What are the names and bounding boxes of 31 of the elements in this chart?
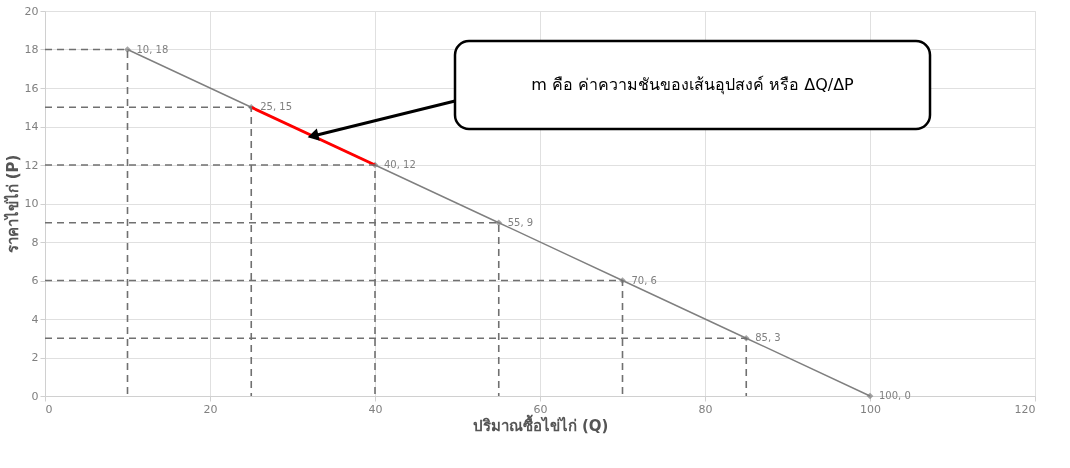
data-label: 70, 6 [631,274,657,286]
x-tick-label: 0 [45,402,53,416]
y-tick-label: 4 [31,312,39,326]
x-tick-label: 40 [368,402,383,416]
y-tick-label: 0 [31,389,39,403]
y-tick-label: 8 [31,235,39,249]
data-label: 100, 0 [879,390,911,401]
y-tick-label: 2 [31,351,39,364]
y-tick-label: 20 [24,4,39,18]
y-tick-label: 6 [31,274,39,287]
y-tick-label: 14 [24,120,39,133]
y-axis-title: ราคาไข่ไก่ (P) [2,154,22,254]
data-label: 40, 12 [384,159,416,170]
x-tick-label: 100 [860,402,881,416]
x-tick-label: 20 [203,402,218,416]
y-tick-label: 10 [24,197,39,210]
x-tick-label: 120 [1014,402,1036,416]
data-label: 85, 3 [755,332,781,344]
x-tick-label: 80 [698,402,713,416]
annotation: m คือ ค่าความชันของเส้นอุปสงค์ หรือ ΔQ/ΔP [531,75,855,95]
point [495,219,503,227]
data-label: 10, 18 [136,43,169,55]
point [124,46,131,53]
y-tick-label: 12 [24,158,39,172]
y-tick-label: 16 [24,81,39,95]
x-axis-title: ปริมาณซื้อไข่ไก่ (Q) [472,416,609,435]
y-tick-label: 18 [24,43,39,56]
x-tick-label: 60 [533,402,548,416]
data-label: 55, 9 [507,216,534,228]
point [866,392,874,400]
data-label: 25, 15 [260,101,293,113]
